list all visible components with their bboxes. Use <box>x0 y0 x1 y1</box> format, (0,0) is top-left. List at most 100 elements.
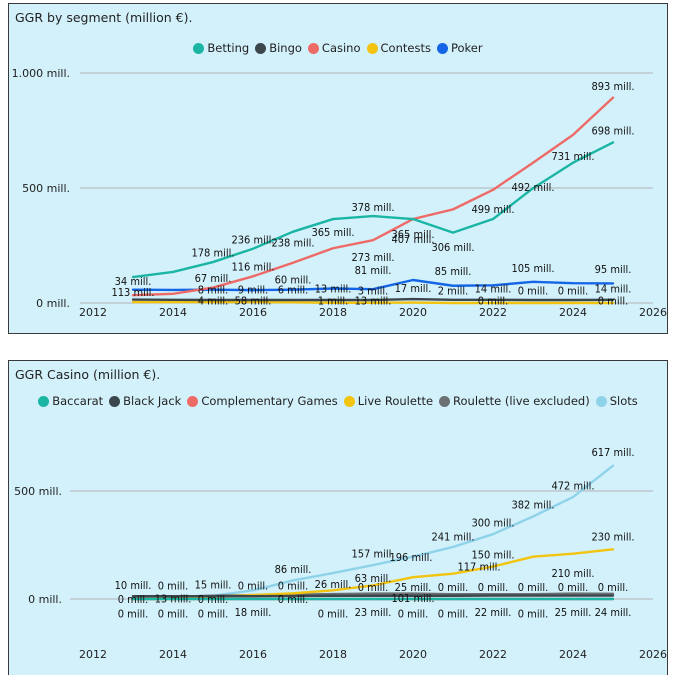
data-label: 101 mill. <box>391 592 434 605</box>
data-label: 85 mill. <box>435 265 472 278</box>
legend-label: Black Jack <box>123 394 182 408</box>
legend-marker-icon <box>38 395 50 407</box>
chart-title: GGR Casino (million €). <box>15 367 161 382</box>
legend-label: Complementary Games <box>201 394 338 408</box>
data-label: 365 mill. <box>311 226 354 239</box>
legend-item-complementary-games[interactable]: Complementary Games <box>187 394 338 408</box>
data-label: 0 mill. <box>438 581 468 594</box>
legend-label: Live Roulette <box>357 394 434 408</box>
series-line-black-jack <box>131 594 615 598</box>
legend-label: Poker <box>450 41 483 55</box>
data-label: 365 mill. <box>391 228 434 241</box>
legend-label: Roulette (live excluded) <box>453 394 590 408</box>
legend-item-betting[interactable]: Betting <box>193 41 249 55</box>
data-label: 113 mill. <box>111 286 154 299</box>
data-label: 86 mill. <box>275 563 312 576</box>
legend-marker-icon <box>307 42 319 54</box>
y-tick-label: 500 mill. <box>22 182 70 195</box>
series-line-bingo <box>131 297 615 302</box>
y-tick-label: 0 mill. <box>28 593 62 606</box>
data-label: 273 mill. <box>351 251 394 264</box>
x-tick-label: 2026 <box>639 648 667 661</box>
x-tick-label: 2022 <box>479 306 507 319</box>
legend-item-bingo[interactable]: Bingo <box>255 41 302 55</box>
x-tick-label: 2020 <box>399 306 427 319</box>
data-label: 210 mill. <box>551 567 594 580</box>
data-label: 15 mill. <box>195 578 232 591</box>
series-line-casino <box>131 96 615 297</box>
data-label: 382 mill. <box>511 498 554 511</box>
legend-item-contests[interactable]: Contests <box>366 41 431 55</box>
chart-legend: Betting Bingo Casino Contests Poker <box>9 41 667 55</box>
data-label: 13 mill. <box>315 283 352 296</box>
legend-marker-icon <box>439 395 451 407</box>
x-tick-label: 2022 <box>479 648 507 661</box>
x-tick-label: 2012 <box>79 306 107 319</box>
legend-marker-icon <box>109 395 121 407</box>
data-label: 116 mill. <box>231 261 274 274</box>
data-label: 731 mill. <box>551 150 594 163</box>
x-tick-label: 2026 <box>639 306 667 319</box>
data-label: 0 mill. <box>318 608 348 621</box>
data-label: 0 mill. <box>598 581 628 594</box>
legend-label: Casino <box>321 41 361 55</box>
x-tick-label: 2024 <box>559 648 587 661</box>
x-tick-label: 2018 <box>319 648 347 661</box>
data-label: 0 mill. <box>518 581 548 594</box>
data-label: 150 mill. <box>471 549 514 562</box>
data-label: 58 mill. <box>235 295 272 308</box>
data-label: 63 mill. <box>355 572 392 585</box>
data-label: 8 mill. <box>198 284 228 297</box>
chart-panel-ggr-casino: GGR Casino (million €). Baccarat Black Ja… <box>8 360 668 675</box>
legend-item-baccarat[interactable]: Baccarat <box>38 394 103 408</box>
data-label: 34 mill. <box>115 275 152 288</box>
legend-marker-icon <box>193 42 205 54</box>
chart-panel-ggr-by-segment: GGR by segment (million €). Betting Bingo… <box>8 3 668 334</box>
data-label: 95 mill. <box>595 263 632 276</box>
data-label: 67 mill. <box>195 272 232 285</box>
legend-item-casino[interactable]: Casino <box>307 41 361 55</box>
x-tick-label: 2012 <box>79 648 107 661</box>
data-label: 378 mill. <box>351 201 394 214</box>
data-label: 10 mill. <box>115 579 152 592</box>
legend-item-poker[interactable]: Poker <box>436 41 483 55</box>
x-tick-label: 2018 <box>319 306 347 319</box>
data-label: 25 mill. <box>555 606 592 619</box>
data-label: 6 mill. <box>278 284 308 297</box>
data-label: 698 mill. <box>591 125 634 138</box>
chart-legend: Baccarat Black Jack Complementary Games Liv… <box>9 394 667 408</box>
series-line-contests <box>131 300 615 305</box>
data-label: 3 mill. <box>358 284 388 297</box>
legend-item-slots[interactable]: Slots <box>595 394 638 408</box>
legend-label: Bingo <box>269 41 302 55</box>
legend-label: Contests <box>380 41 431 55</box>
y-tick-label: 1.000 mill. <box>12 67 70 80</box>
data-label: 0 mill. <box>598 295 628 308</box>
data-label: 196 mill. <box>389 551 432 564</box>
legend-item-live-roulette[interactable]: Live Roulette <box>343 394 434 408</box>
data-label: 0 mill. <box>358 581 388 594</box>
data-label: 300 mill. <box>471 516 514 529</box>
x-tick-label: 2016 <box>239 648 267 661</box>
legend-item-roulette-live-excluded[interactable]: Roulette (live excluded) <box>439 394 590 408</box>
data-label: 24 mill. <box>595 606 632 619</box>
legend-item-black-jack[interactable]: Black Jack <box>109 394 181 408</box>
chart-title: GGR by segment (million €). <box>15 10 193 25</box>
x-tick-label: 2014 <box>159 306 187 319</box>
data-label: 0 mill. <box>518 608 548 621</box>
data-label: 0 mill. <box>558 581 588 594</box>
x-tick-label: 2016 <box>239 306 267 319</box>
data-label: 14 mill. <box>595 283 632 296</box>
data-label: 0 mill. <box>478 295 508 308</box>
data-label: 236 mill. <box>231 233 274 246</box>
data-label: 117 mill. <box>457 561 500 574</box>
data-label: 0 mill. <box>518 284 548 297</box>
legend-marker-icon <box>366 42 378 54</box>
data-label: 472 mill. <box>551 480 594 493</box>
legend-marker-icon <box>255 42 267 54</box>
legend-marker-icon <box>343 395 355 407</box>
x-tick-label: 2020 <box>399 648 427 661</box>
data-label: 14 mill. <box>475 283 512 296</box>
y-tick-label: 0 mill. <box>36 297 70 310</box>
data-label: 0 mill. <box>158 580 188 593</box>
